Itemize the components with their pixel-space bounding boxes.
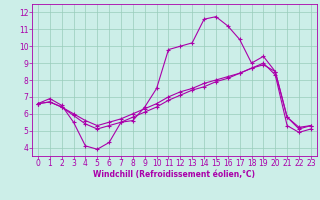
X-axis label: Windchill (Refroidissement éolien,°C): Windchill (Refroidissement éolien,°C) — [93, 170, 255, 179]
